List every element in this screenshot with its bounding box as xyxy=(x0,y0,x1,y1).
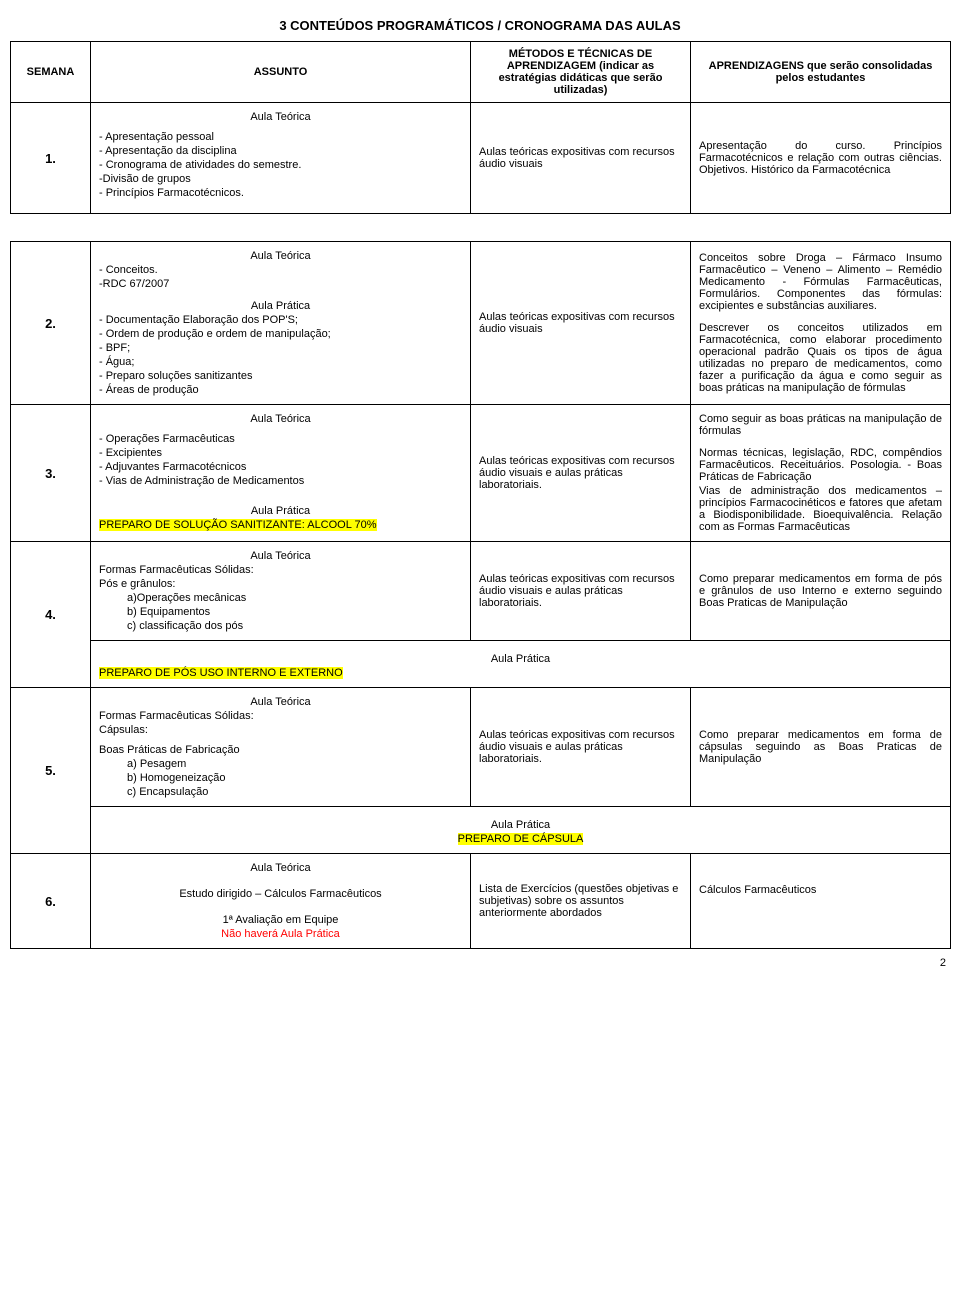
learn-cell: Como preparar medicamentos em forma de c… xyxy=(691,688,951,807)
schedule-table: SEMANA ASSUNTO MÉTODOS E TÉCNICAS DE APR… xyxy=(10,41,951,949)
subject-cell: Aula Prática PREPARO DE PÓS USO INTERNO … xyxy=(91,641,951,688)
aula-teorica-label: Aula Teórica xyxy=(99,696,462,708)
learn-text: Vias de administração dos medicamentos –… xyxy=(699,485,942,533)
header-metodos: MÉTODOS E TÉCNICAS DE APRENDIZAGEM (indi… xyxy=(471,42,691,103)
header-assunto: ASSUNTO xyxy=(91,42,471,103)
header-aprendizagens: APRENDIZAGENS que serão consolidadas pel… xyxy=(691,42,951,103)
subject-line: - Princípios Farmacotécnicos. xyxy=(99,187,462,199)
subject-line: Formas Farmacêuticas Sólidas: xyxy=(99,564,462,576)
learn-text: Como seguir as boas práticas na manipula… xyxy=(699,413,942,437)
page-number: 2 xyxy=(10,949,950,969)
header-semana: SEMANA xyxy=(11,42,91,103)
subject-red: Não haverá Aula Prática xyxy=(99,928,462,940)
learn-cell: Apresentação do curso. Princípios Farmac… xyxy=(691,103,951,214)
subject-cell: Aula Teórica Estudo dirigido – Cálculos … xyxy=(91,854,471,949)
week-cell: 2. xyxy=(11,242,91,405)
subject-line: - Cronograma de atividades do semestre. xyxy=(99,159,462,171)
subject-line: -Divisão de grupos xyxy=(99,173,462,185)
subject-cell: Aula Teórica Formas Farmacêuticas Sólida… xyxy=(91,688,471,807)
subject-cell: Aula Prática PREPARO DE CÁPSULA xyxy=(91,807,951,854)
subject-line: - Ordem de produção e ordem de manipulaç… xyxy=(99,328,462,340)
subject-line: Pós e grânulos: xyxy=(99,578,462,590)
subject-line: - Vias de Administração de Medicamentos xyxy=(99,475,462,487)
page-title: 3 CONTEÚDOS PROGRAMÁTICOS / CRONOGRAMA D… xyxy=(10,10,950,41)
week-cell: 3. xyxy=(11,405,91,542)
subject-line: - Áreas de produção xyxy=(99,384,462,396)
methods-cell: Aulas teóricas expositivas com recursos … xyxy=(471,242,691,405)
week-cell: 6. xyxy=(11,854,91,949)
subject-line: Estudo dirigido – Cálculos Farmacêuticos xyxy=(99,888,462,900)
spacer-row xyxy=(11,214,951,242)
aula-pratica-label: Aula Prática xyxy=(99,819,942,831)
subject-line: Boas Práticas de Fabricação xyxy=(99,744,462,756)
methods-cell: Aulas teóricas expositivas com recursos … xyxy=(471,688,691,807)
pratica-highlight: PREPARO DE CÁPSULA xyxy=(99,833,942,845)
subject-line: - Excipientes xyxy=(99,447,462,459)
subject-line: - Preparo soluções sanitizantes xyxy=(99,370,462,382)
subject-line: a)Operações mecânicas xyxy=(99,592,462,604)
subject-line: - Água; xyxy=(99,356,462,368)
subject-line: Formas Farmacêuticas Sólidas: xyxy=(99,710,462,722)
table-row: 3. Aula Teórica - Operações Farmacêutica… xyxy=(11,405,951,542)
subject-line: b) Homogeneização xyxy=(99,772,462,784)
subject-line: b) Equipamentos xyxy=(99,606,462,618)
week-cell: 4. xyxy=(11,542,91,688)
table-row: Aula Prática PREPARO DE PÓS USO INTERNO … xyxy=(11,641,951,688)
subject-line: Cápsulas: xyxy=(99,724,462,736)
subject-line: a) Pesagem xyxy=(99,758,462,770)
subject-line: - Conceitos. xyxy=(99,264,462,276)
methods-cell: Lista de Exercícios (questões objetivas … xyxy=(471,854,691,949)
subject-cell: Aula Teórica - Operações Farmacêuticas -… xyxy=(91,405,471,542)
table-row: 2. Aula Teórica - Conceitos. -RDC 67/200… xyxy=(11,242,951,405)
subject-cell: Aula Teórica Formas Farmacêuticas Sólida… xyxy=(91,542,471,641)
aula-pratica-label: Aula Prática xyxy=(99,505,462,517)
table-row: 5. Aula Teórica Formas Farmacêuticas Sól… xyxy=(11,688,951,807)
subject-line: - Apresentação pessoal xyxy=(99,131,462,143)
learn-cell: Como preparar medicamentos em forma de p… xyxy=(691,542,951,641)
subject-line: - Documentação Elaboração dos POP'S; xyxy=(99,314,462,326)
learn-text: Conceitos sobre Droga – Fármaco Insumo F… xyxy=(699,252,942,312)
subject-line: - Adjuvantes Farmacotécnicos xyxy=(99,461,462,473)
learn-cell: Conceitos sobre Droga – Fármaco Insumo F… xyxy=(691,242,951,405)
table-row: 6. Aula Teórica Estudo dirigido – Cálcul… xyxy=(11,854,951,949)
subject-line: - BPF; xyxy=(99,342,462,354)
header-row: SEMANA ASSUNTO MÉTODOS E TÉCNICAS DE APR… xyxy=(11,42,951,103)
subject-line: - Operações Farmacêuticas xyxy=(99,433,462,445)
learn-cell: Como seguir as boas práticas na manipula… xyxy=(691,405,951,542)
week-cell: 5. xyxy=(11,688,91,854)
subject-line: 1ª Avaliação em Equipe xyxy=(99,914,462,926)
pratica-highlight: PREPARO DE PÓS USO INTERNO E EXTERNO xyxy=(99,667,942,679)
aula-teorica-label: Aula Teórica xyxy=(99,250,462,262)
learn-text: Descrever os conceitos utilizados em Far… xyxy=(699,322,942,394)
aula-teorica-label: Aula Teórica xyxy=(99,550,462,562)
aula-teorica-label: Aula Teórica xyxy=(99,413,462,425)
aula-teorica-label: Aula Teórica xyxy=(99,862,462,874)
methods-cell: Aulas teóricas expositivas com recursos … xyxy=(471,103,691,214)
aula-pratica-label: Aula Prática xyxy=(99,653,942,665)
subject-cell: Aula Teórica - Apresentação pessoal - Ap… xyxy=(91,103,471,214)
aula-pratica-label: Aula Prática xyxy=(99,300,462,312)
subject-line: c) classificação dos pós xyxy=(99,620,462,632)
table-row: Aula Prática PREPARO DE CÁPSULA xyxy=(11,807,951,854)
aula-teorica-label: Aula Teórica xyxy=(99,111,462,123)
table-row: 1. Aula Teórica - Apresentação pessoal -… xyxy=(11,103,951,214)
learn-text: Normas técnicas, legislação, RDC, compên… xyxy=(699,447,942,483)
week-cell: 1. xyxy=(11,103,91,214)
subject-line: c) Encapsulação xyxy=(99,786,462,798)
table-row: 4. Aula Teórica Formas Farmacêuticas Sól… xyxy=(11,542,951,641)
methods-cell: Aulas teóricas expositivas com recursos … xyxy=(471,542,691,641)
methods-cell: Aulas teóricas expositivas com recursos … xyxy=(471,405,691,542)
subject-line: - Apresentação da disciplina xyxy=(99,145,462,157)
learn-cell: Cálculos Farmacêuticos xyxy=(691,854,951,949)
pratica-highlight: PREPARO DE SOLUÇÃO SANITIZANTE: ALCOOL 7… xyxy=(99,519,462,531)
subject-line: -RDC 67/2007 xyxy=(99,278,462,290)
subject-cell: Aula Teórica - Conceitos. -RDC 67/2007 A… xyxy=(91,242,471,405)
